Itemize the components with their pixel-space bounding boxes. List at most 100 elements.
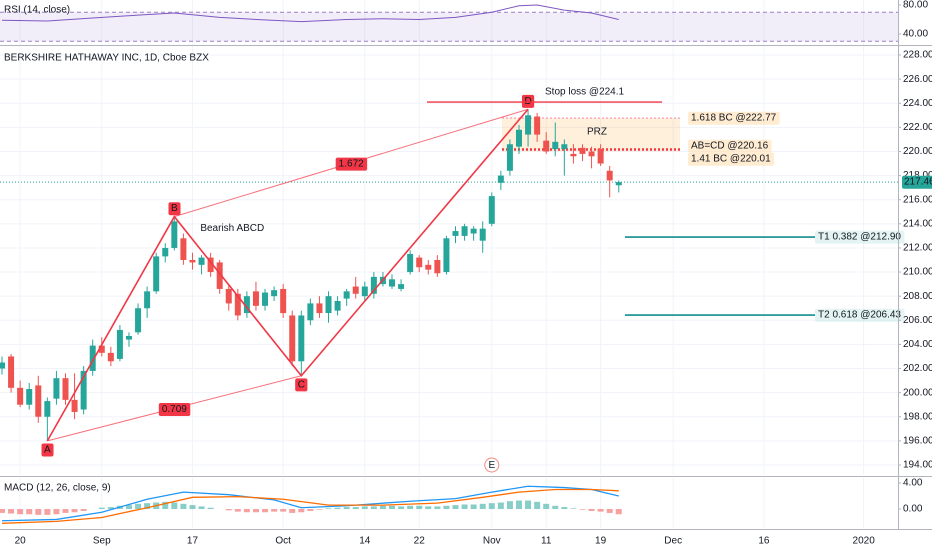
y-tick-label: 228.00 xyxy=(903,50,932,61)
candle-body xyxy=(26,389,33,405)
chart-title: BERKSHIRE HATHAWAY INC, 1D, Cboe BZX xyxy=(4,53,209,64)
x-tick-label: 16 xyxy=(758,536,770,547)
histogram-bar xyxy=(579,509,586,510)
candle-body xyxy=(525,115,532,135)
event-marker xyxy=(484,457,500,473)
candle-body xyxy=(434,260,441,274)
candle-body xyxy=(398,284,405,289)
candle-body xyxy=(135,308,142,333)
candle-body xyxy=(107,352,114,362)
prz-level-label: AB=CD @220.16 xyxy=(691,141,769,152)
histogram-bar xyxy=(289,509,296,513)
candle-body xyxy=(443,238,450,273)
candle-body xyxy=(171,221,178,248)
y-tick-label: 80.00 xyxy=(903,0,928,11)
histogram-bar xyxy=(135,503,142,510)
label-background xyxy=(688,111,780,125)
current-price-label: 217.46 xyxy=(904,177,932,188)
x-tick-label: Nov xyxy=(483,536,501,547)
histogram-bar xyxy=(443,505,450,510)
histogram-bar xyxy=(307,509,314,511)
x-tick-label: 11 xyxy=(541,536,552,547)
histogram-bar xyxy=(234,509,241,512)
histogram-bar xyxy=(107,507,114,510)
candle-body xyxy=(17,387,24,405)
candle-body xyxy=(570,153,577,157)
x-tick-label: 17 xyxy=(187,536,199,547)
candle-body xyxy=(252,291,259,306)
y-tick-label: 218.00 xyxy=(903,170,932,181)
rsi-line xyxy=(1,4,619,23)
candle-body xyxy=(579,147,586,154)
histogram-bar xyxy=(398,506,405,510)
pattern-label: Bearish ABCD xyxy=(200,223,264,234)
label-background xyxy=(902,175,932,189)
histogram-bar xyxy=(534,501,541,510)
macd-line xyxy=(1,488,619,524)
point-label: B xyxy=(171,203,178,214)
label-background xyxy=(41,443,54,457)
candle-body xyxy=(615,182,622,186)
ratio-label: 1.672 xyxy=(339,159,364,170)
histogram-bar xyxy=(515,500,522,510)
histogram-bar xyxy=(53,509,60,515)
y-tick-label: 198.00 xyxy=(903,411,932,422)
y-tick-label: 220.00 xyxy=(903,146,932,157)
label-background xyxy=(295,378,308,392)
candle-body xyxy=(515,129,522,147)
x-tick-label: 19 xyxy=(595,536,607,547)
prz-level-label: 1.618 BC @222.77 xyxy=(691,113,777,124)
candle-body xyxy=(8,356,15,388)
histogram-bar xyxy=(461,504,468,510)
histogram-bar xyxy=(379,505,386,510)
candle-body xyxy=(53,378,60,399)
label-background xyxy=(688,139,772,153)
candle-body xyxy=(334,300,341,311)
candle-body xyxy=(153,256,160,292)
histogram-bar xyxy=(316,509,323,510)
histogram-bar xyxy=(271,509,278,512)
histogram-bar xyxy=(425,506,432,510)
candle-body xyxy=(506,144,513,171)
candle-body xyxy=(144,291,151,309)
label-background xyxy=(688,152,775,166)
candle-body xyxy=(71,399,78,412)
histogram-bar xyxy=(470,504,477,510)
label-background xyxy=(815,308,905,322)
candle-body xyxy=(588,151,595,157)
y-tick-label: 0.00 xyxy=(903,504,923,515)
pattern-line xyxy=(46,108,529,442)
histogram-bar xyxy=(144,503,151,510)
y-tick-label: 40.00 xyxy=(903,29,928,40)
y-tick-label: 210.00 xyxy=(903,267,932,278)
candle-body xyxy=(552,141,559,150)
histogram-bar xyxy=(171,502,178,510)
candle-body xyxy=(216,262,223,289)
histogram-bar xyxy=(452,505,459,510)
candle-body xyxy=(452,231,459,236)
candle-body xyxy=(416,257,423,268)
label-background xyxy=(168,202,181,216)
candle-body xyxy=(243,296,250,314)
candle-body xyxy=(180,238,187,260)
pane-title: MACD (12, 26, close, 9) xyxy=(4,483,111,494)
histogram-bar xyxy=(407,505,414,510)
candle-body xyxy=(125,335,132,340)
histogram-bar xyxy=(17,509,24,515)
candle-body xyxy=(425,264,432,270)
histogram-bar xyxy=(298,509,305,513)
histogram-bar xyxy=(162,501,169,510)
point-label: C xyxy=(298,379,305,390)
histogram-bar xyxy=(44,509,51,515)
candle-body xyxy=(198,257,205,265)
prz-zone xyxy=(502,118,680,152)
pane-title: RSI (14, close) xyxy=(4,5,70,16)
candle-body xyxy=(534,116,541,135)
candle-body xyxy=(189,260,196,263)
point-label: A xyxy=(44,445,51,456)
histogram-bar xyxy=(352,507,359,510)
histogram-bar xyxy=(0,509,5,513)
candle-body xyxy=(597,149,604,164)
histogram-bar xyxy=(125,505,132,510)
